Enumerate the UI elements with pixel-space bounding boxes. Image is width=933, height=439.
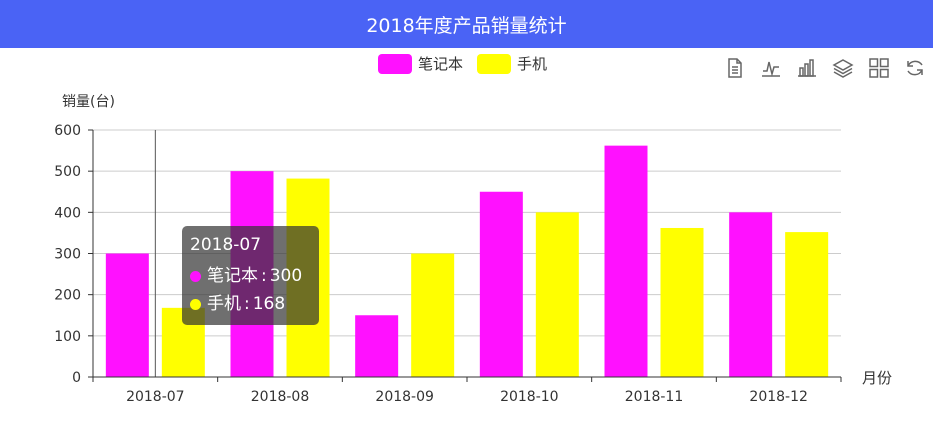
y-tick-label: 600	[54, 123, 81, 139]
y-tick-label: 300	[54, 247, 81, 263]
tooltip-dot-laptop	[190, 270, 201, 282]
chart-title: 2018年度产品销量统计	[0, 0, 933, 48]
tooltip-value-phone: 168	[252, 294, 286, 314]
x-tick-label: 2018-11	[625, 389, 684, 405]
x-axis-title: 月份	[862, 369, 893, 387]
legend-item-laptop[interactable]: 笔记本	[378, 53, 463, 74]
legend-label-phone: 手机	[517, 55, 548, 73]
tooltip-separator: :	[244, 294, 250, 314]
legend: 笔记本 手机	[378, 53, 561, 74]
tooltip-separator: :	[261, 266, 267, 286]
tiled-icon	[869, 58, 889, 78]
x-tick-label: 2018-09	[375, 389, 434, 405]
tooltip-value-laptop: 300	[269, 266, 303, 286]
legend-swatch-laptop	[378, 53, 412, 74]
bar-laptop-2018-10	[479, 191, 523, 377]
tooltip-row-laptop: 笔记本 : 300	[190, 262, 311, 290]
tooltip-name-phone: 手机	[207, 294, 241, 314]
tooltip: 2018-07 笔记本 : 300 手机 : 168	[182, 226, 319, 325]
legend-swatch-phone	[477, 53, 512, 74]
bar-laptop-2018-09	[355, 315, 399, 377]
stack-icon	[832, 59, 854, 78]
y-tick-label: 100	[54, 329, 81, 345]
restore-icon	[907, 60, 923, 76]
data-view-button[interactable]	[723, 56, 747, 80]
line-chart-icon	[762, 61, 780, 77]
bar-phone-2018-10	[535, 212, 579, 377]
bar-laptop-2018-07	[105, 253, 149, 377]
bar-laptop-2018-11	[604, 145, 648, 377]
tiled-button[interactable]	[867, 56, 891, 80]
y-tick-label: 400	[54, 205, 81, 221]
data-view-icon	[728, 58, 742, 78]
tooltip-dot-phone	[190, 298, 201, 310]
y-tick-label: 0	[72, 370, 81, 386]
bar-chart-button[interactable]	[795, 56, 819, 80]
x-tick-label: 2018-08	[251, 389, 310, 405]
bar-phone-2018-11	[660, 227, 704, 377]
x-tick-label: 2018-12	[749, 389, 808, 405]
tooltip-title: 2018-07	[190, 235, 262, 255]
restore-button[interactable]	[903, 56, 927, 80]
x-tick-label: 2018-10	[500, 389, 559, 405]
y-axis-title: 销量(台)	[62, 94, 115, 110]
bar-laptop-2018-12	[729, 212, 773, 377]
line-chart-button[interactable]	[759, 56, 783, 80]
tooltip-row-phone: 手机 : 168	[190, 290, 311, 318]
y-tick-label: 200	[54, 288, 81, 304]
stack-button[interactable]	[831, 56, 855, 80]
x-tick-label: 2018-07	[126, 389, 185, 405]
bar-phone-2018-12	[785, 232, 829, 377]
bar-phone-2018-09	[411, 253, 455, 377]
legend-item-phone[interactable]: 手机	[477, 53, 547, 74]
tooltip-name-laptop: 笔记本	[207, 266, 258, 286]
toolbox	[711, 56, 927, 80]
legend-label-laptop: 笔记本	[418, 55, 464, 73]
bar-chart-icon	[798, 59, 816, 77]
y-tick-label: 500	[54, 164, 81, 180]
